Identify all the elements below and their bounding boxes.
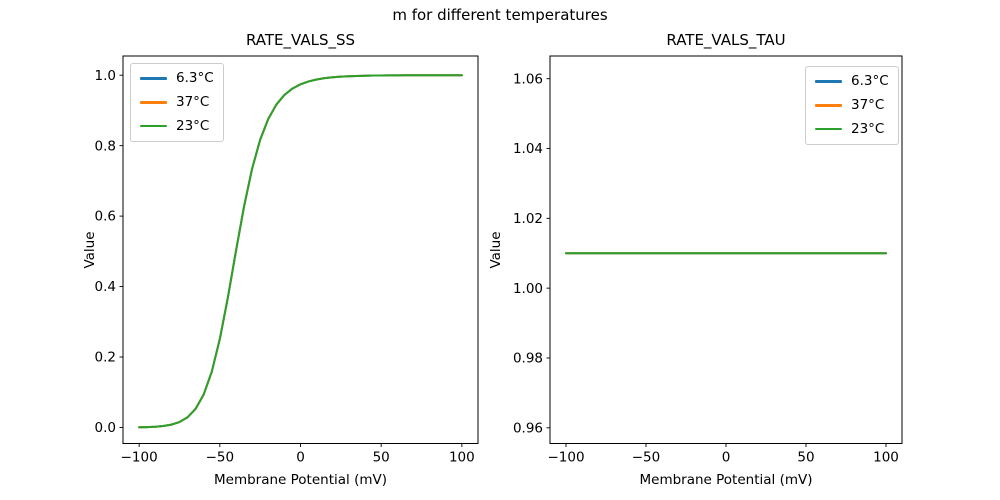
legend-line-swatch — [140, 101, 167, 104]
y-tick-label: 1.02 — [513, 211, 543, 227]
legend-line-swatch — [140, 77, 167, 80]
x-tick-label: 50 — [797, 450, 814, 466]
legend-right: 6.3°C 37°C 23°C — [805, 66, 899, 145]
x-axis-label-left: Membrane Potential (mV) — [213, 472, 387, 488]
y-tick-label: 0.6 — [95, 209, 116, 225]
y-tick-label: 0.8 — [95, 138, 116, 154]
y-tick-label: 1.04 — [513, 141, 543, 157]
legend-item: 37°C — [815, 97, 889, 114]
x-tick-label: 100 — [873, 450, 899, 466]
axes-frame — [549, 55, 903, 444]
legend-label: 23°C — [176, 117, 210, 134]
chart-title-rate-vals-ss: RATE_VALS_SS — [245, 31, 356, 49]
legend-line-swatch — [815, 127, 842, 131]
y-axis-label-right: Value — [488, 231, 504, 269]
legend-label: 6.3°C — [851, 73, 889, 89]
x-tick-label: −100 — [547, 450, 584, 466]
x-tick-label: 50 — [373, 450, 390, 466]
legend-label: 6.3°C — [176, 70, 214, 86]
figure-title: m for different temperatures — [392, 6, 608, 24]
legend-item: 23°C — [815, 121, 889, 138]
legend-item: 37°C — [140, 94, 214, 111]
x-tick-label: 0 — [296, 450, 305, 466]
legend-line-swatch — [140, 124, 167, 128]
y-tick-label: 0.2 — [95, 350, 116, 366]
legend-item: 23°C — [140, 118, 214, 135]
legend-item: 6.3°C — [140, 70, 214, 87]
x-tick-label: −50 — [206, 450, 235, 466]
y-tick-label: 1.0 — [95, 68, 116, 84]
axes-frame — [122, 55, 479, 444]
legend-item: 6.3°C — [815, 73, 889, 90]
x-tick-label: 0 — [722, 450, 731, 466]
x-tick-label: −100 — [121, 450, 158, 466]
x-axis-label-right: Membrane Potential (mV) — [639, 472, 813, 488]
y-tick-label: 1.06 — [513, 71, 543, 87]
y-tick-label: 0.0 — [95, 420, 116, 436]
x-tick-label: 100 — [449, 450, 475, 466]
legend-label: 23°C — [851, 120, 885, 137]
series-line-23c — [138, 74, 463, 429]
legend-line-swatch — [815, 104, 842, 107]
x-tick-label: −50 — [632, 450, 661, 466]
y-tick-label: 0.98 — [513, 351, 543, 367]
y-axis-label-left: Value — [82, 231, 98, 269]
y-tick-label: 0.4 — [95, 279, 116, 295]
y-tick-label: 1.00 — [513, 281, 543, 297]
legend-line-swatch — [815, 80, 842, 83]
legend-left: 6.3°C 37°C 23°C — [130, 63, 224, 142]
chart-title-rate-vals-tau: RATE_VALS_TAU — [666, 31, 786, 49]
y-tick-label: 0.96 — [513, 420, 543, 436]
legend-label: 37°C — [851, 96, 885, 113]
legend-label: 37°C — [176, 93, 210, 110]
